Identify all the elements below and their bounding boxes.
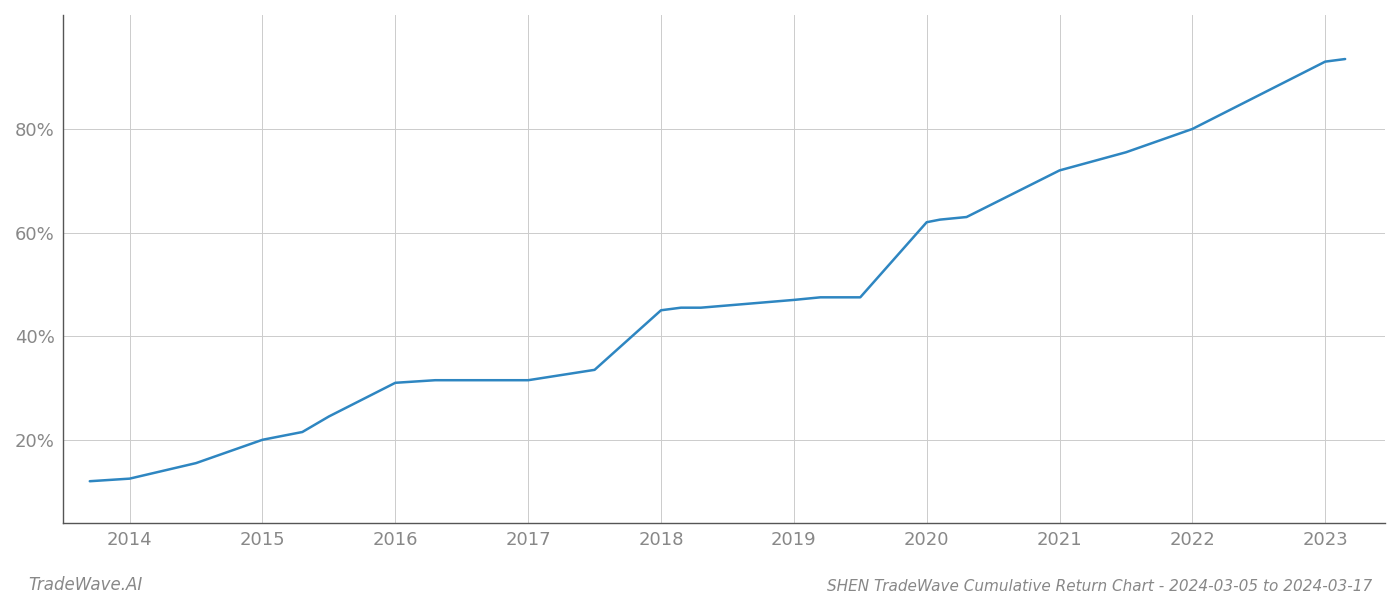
Text: SHEN TradeWave Cumulative Return Chart - 2024-03-05 to 2024-03-17: SHEN TradeWave Cumulative Return Chart -… <box>827 579 1372 594</box>
Text: TradeWave.AI: TradeWave.AI <box>28 576 143 594</box>
